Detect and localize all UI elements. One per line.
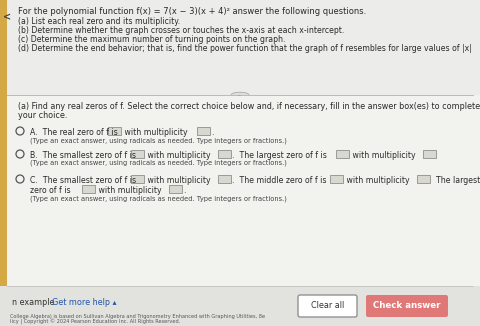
Text: ...: ... [238,93,242,97]
Text: (b) Determine whether the graph crosses or touches the x-axis at each x-intercep: (b) Determine whether the graph crosses … [18,26,344,35]
FancyBboxPatch shape [82,185,95,193]
FancyBboxPatch shape [197,127,210,135]
Text: n example: n example [12,298,55,307]
Text: The largest: The largest [431,176,480,185]
Text: <: < [3,12,11,22]
Text: (d) Determine the end behavior; that is, find the power function that the graph : (d) Determine the end behavior; that is,… [18,44,472,53]
Text: (Type an exact answer, using radicals as needed. Type integers or fractions.): (Type an exact answer, using radicals as… [30,160,287,167]
FancyBboxPatch shape [108,127,121,135]
FancyBboxPatch shape [330,175,343,183]
FancyBboxPatch shape [131,150,144,158]
Text: licy | Copyright © 2024 Pearson Education Inc. All Rights Reserved.: licy | Copyright © 2024 Pearson Educatio… [10,319,180,325]
Text: A.  The real zero of f is: A. The real zero of f is [30,128,120,137]
Text: College Algebra) is based on Sullivan Algebra and Trigonometry Enhanced with Gra: College Algebra) is based on Sullivan Al… [10,314,265,319]
Text: C.  The smallest zero of f is: C. The smallest zero of f is [30,176,139,185]
FancyBboxPatch shape [218,175,231,183]
Text: .  The largest zero of f is: . The largest zero of f is [232,151,329,160]
Ellipse shape [231,92,249,98]
Text: .: . [211,128,214,137]
FancyBboxPatch shape [417,175,430,183]
Text: B.  The smallest zero of f is: B. The smallest zero of f is [30,151,139,160]
Text: For the polynomial function f(x) = 7(x − 3)(x + 4)² answer the following questio: For the polynomial function f(x) = 7(x −… [18,7,366,16]
Text: your choice.: your choice. [18,111,67,120]
Text: with multiplicity: with multiplicity [344,176,412,185]
Text: with multiplicity: with multiplicity [350,151,418,160]
Text: (a) Find any real zeros of f. Select the correct choice below and, if necessary,: (a) Find any real zeros of f. Select the… [18,102,480,111]
Text: with multiplicity: with multiplicity [145,176,213,185]
FancyBboxPatch shape [0,286,480,326]
FancyBboxPatch shape [298,295,357,317]
FancyBboxPatch shape [218,150,231,158]
Text: (c) Determine the maximum number of turning points on the graph.: (c) Determine the maximum number of turn… [18,35,286,44]
FancyBboxPatch shape [7,95,480,288]
FancyBboxPatch shape [423,150,436,158]
Text: (Type an exact answer, using radicals as needed. Type integers or fractions.): (Type an exact answer, using radicals as… [30,195,287,201]
Text: Check answer: Check answer [373,302,441,310]
Text: with multiplicity: with multiplicity [96,186,164,195]
FancyBboxPatch shape [7,0,480,96]
Text: .: . [183,186,185,195]
Text: (a) List each real zero and its multiplicity.: (a) List each real zero and its multipli… [18,17,180,26]
Text: Clear all: Clear all [311,302,344,310]
FancyBboxPatch shape [169,185,182,193]
Text: (Type an exact answer, using radicals as needed. Type integers or fractions.): (Type an exact answer, using radicals as… [30,137,287,143]
Text: with multiplicity: with multiplicity [122,128,190,137]
FancyBboxPatch shape [0,0,7,326]
Text: Get more help ▴: Get more help ▴ [52,298,117,307]
Text: with multiplicity: with multiplicity [145,151,213,160]
Text: zero of f is: zero of f is [30,186,73,195]
Text: .  The middle zero of f is: . The middle zero of f is [232,176,329,185]
FancyBboxPatch shape [366,295,448,317]
FancyBboxPatch shape [336,150,349,158]
FancyBboxPatch shape [131,175,144,183]
